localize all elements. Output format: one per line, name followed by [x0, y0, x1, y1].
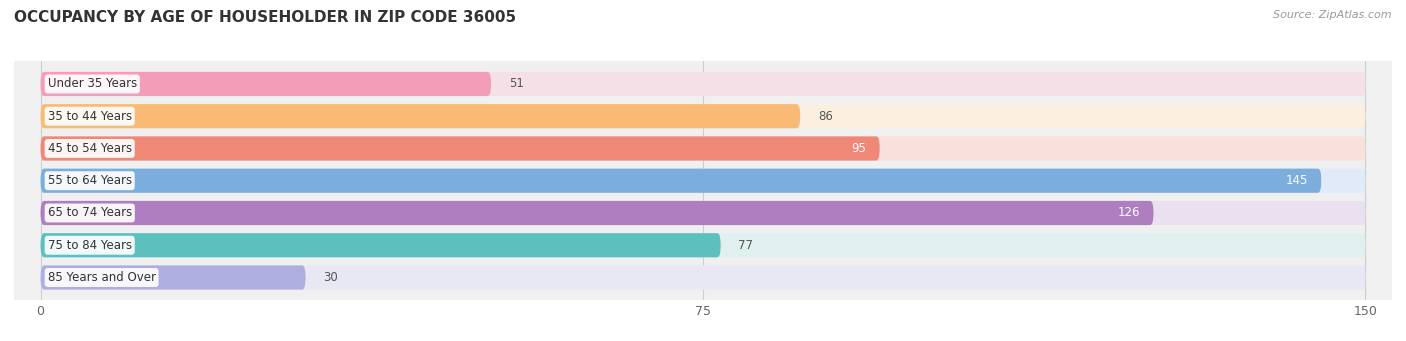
Text: 75 to 84 Years: 75 to 84 Years: [48, 239, 132, 252]
FancyBboxPatch shape: [41, 104, 800, 128]
FancyBboxPatch shape: [41, 265, 305, 290]
Text: 95: 95: [852, 142, 866, 155]
Text: Under 35 Years: Under 35 Years: [48, 77, 136, 90]
Text: 55 to 64 Years: 55 to 64 Years: [48, 174, 132, 187]
FancyBboxPatch shape: [41, 233, 1365, 257]
FancyBboxPatch shape: [41, 265, 1365, 290]
Text: 145: 145: [1285, 174, 1308, 187]
Text: 35 to 44 Years: 35 to 44 Years: [48, 110, 132, 123]
Text: OCCUPANCY BY AGE OF HOUSEHOLDER IN ZIP CODE 36005: OCCUPANCY BY AGE OF HOUSEHOLDER IN ZIP C…: [14, 10, 516, 25]
Text: Source: ZipAtlas.com: Source: ZipAtlas.com: [1274, 10, 1392, 20]
FancyBboxPatch shape: [41, 201, 1153, 225]
FancyBboxPatch shape: [41, 169, 1365, 193]
FancyBboxPatch shape: [41, 104, 1365, 128]
FancyBboxPatch shape: [41, 136, 880, 161]
Text: 65 to 74 Years: 65 to 74 Years: [48, 207, 132, 220]
FancyBboxPatch shape: [41, 169, 1322, 193]
Text: 126: 126: [1118, 207, 1140, 220]
FancyBboxPatch shape: [41, 201, 1365, 225]
FancyBboxPatch shape: [41, 233, 721, 257]
Text: 86: 86: [818, 110, 832, 123]
Text: 30: 30: [323, 271, 337, 284]
FancyBboxPatch shape: [41, 136, 1365, 161]
Text: 51: 51: [509, 77, 523, 90]
FancyBboxPatch shape: [41, 72, 1365, 96]
Text: 77: 77: [738, 239, 754, 252]
Text: 45 to 54 Years: 45 to 54 Years: [48, 142, 132, 155]
FancyBboxPatch shape: [41, 72, 491, 96]
Text: 85 Years and Over: 85 Years and Over: [48, 271, 156, 284]
